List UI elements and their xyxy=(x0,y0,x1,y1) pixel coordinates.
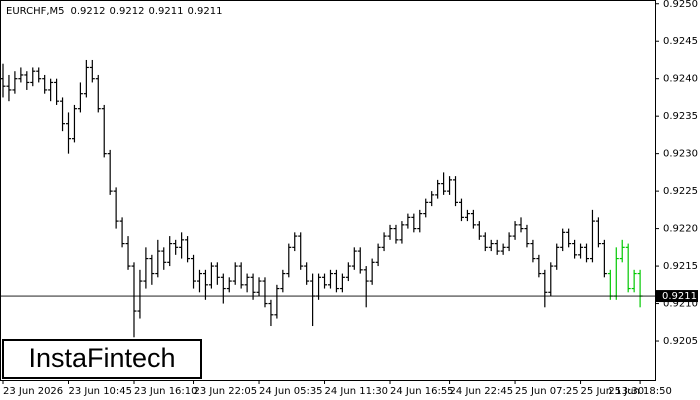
y-tick-label: 0.9210 xyxy=(663,299,698,310)
y-tick-label: 0.9220 xyxy=(663,224,698,235)
logo-box xyxy=(2,339,202,379)
y-tick-label: 0.9230 xyxy=(663,149,698,160)
x-tick-label: 24 Jun 05:35 xyxy=(259,386,323,397)
current-price-label: 0.9211 xyxy=(662,291,697,302)
x-tick-label: 23 Jun 2026 xyxy=(3,386,63,397)
y-tick-label: 0.9215 xyxy=(663,261,698,272)
y-tick-label: 0.9240 xyxy=(663,74,698,85)
chart-header: EURCHF,M5 0.9212 0.9212 0.9211 0.9211 xyxy=(6,6,223,17)
symbol: EURCHF,M5 xyxy=(6,6,65,17)
x-tick-label: 23 Jun 22:05 xyxy=(194,386,258,397)
y-tick-label: 0.9235 xyxy=(663,111,698,122)
quote-low: 0.9211 xyxy=(149,6,184,17)
y-tick-label: 0.9205 xyxy=(663,336,698,347)
y-tick-label: 0.9225 xyxy=(663,186,698,197)
x-tick-label: 24 Jun 16:55 xyxy=(390,386,454,397)
x-tick-label: 24 Jun 11:30 xyxy=(325,386,389,397)
x-tick-label: 23 Jun 16:10 xyxy=(134,386,198,397)
x-tick-label: 25 Jun 18:50 xyxy=(608,386,672,397)
y-tick-label: 0.9250 xyxy=(663,0,698,10)
quote-close: 0.9211 xyxy=(188,6,223,17)
brand-logo: InstaFintech xyxy=(28,343,175,373)
quote-open: 0.9212 xyxy=(71,6,106,17)
x-tick-label: 24 Jun 22:45 xyxy=(450,386,514,397)
current-price-box xyxy=(656,290,698,303)
x-tick-label: 25 Jun 07:25 xyxy=(515,386,579,397)
x-tick-label: 23 Jun 10:45 xyxy=(68,386,132,397)
x-tick-label: 25 Jun 13:30 xyxy=(581,386,645,397)
quote-high: 0.9212 xyxy=(110,6,145,17)
plot-frame xyxy=(0,0,656,381)
y-tick-label: 0.9245 xyxy=(663,36,698,47)
